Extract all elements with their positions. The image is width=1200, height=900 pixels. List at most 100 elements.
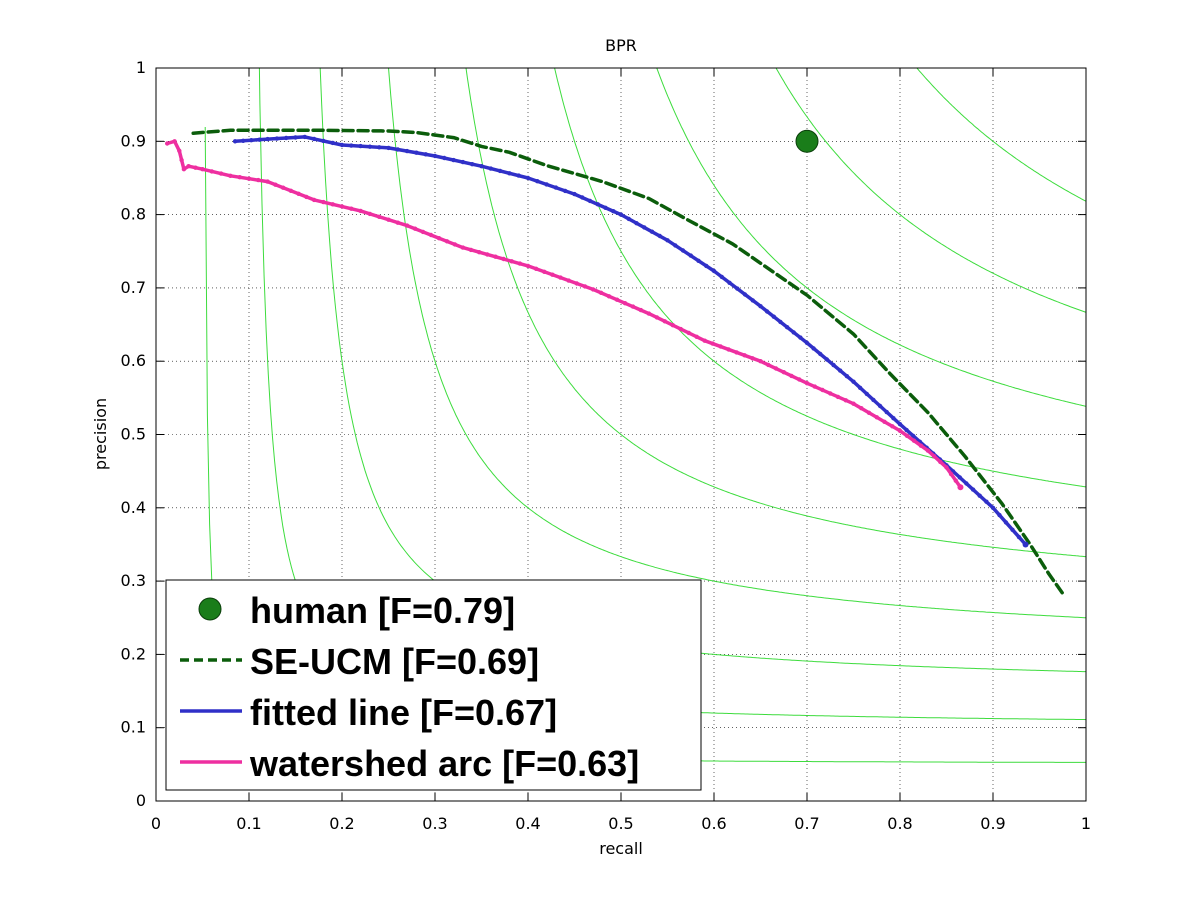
series-marker-fitted (984, 499, 989, 504)
series-marker-fitted (339, 142, 345, 148)
series-marker-watershed (904, 433, 910, 438)
x-tick-label: 0.3 (422, 814, 447, 833)
series-marker-fitted (964, 481, 969, 486)
series-marker-fitted (711, 268, 717, 274)
series-marker-watershed (179, 157, 184, 163)
iso-f-contour (656, 68, 1086, 407)
series-marker-watershed (918, 443, 924, 448)
series-marker-watershed (358, 208, 363, 214)
series-marker-watershed (386, 217, 391, 222)
y-tick-label: 0 (136, 791, 146, 810)
legend-label-human: human [F=0.79] (250, 590, 515, 631)
series-marker-fitted (696, 258, 701, 263)
series-marker-fitted (657, 233, 662, 239)
series-marker-fitted (377, 145, 382, 150)
series-marker-watershed (710, 341, 715, 346)
series-marker-fitted (784, 325, 790, 330)
legend-label-se-ucm: SE-UCM [F=0.69] (250, 641, 539, 682)
series-marker-watershed (662, 319, 667, 324)
series-marker-fitted (525, 175, 531, 181)
series-marker-watershed (165, 141, 170, 146)
series-marker-watershed (686, 330, 691, 336)
series-marker-fitted (673, 243, 678, 248)
x-tick-label: 0.1 (236, 814, 261, 833)
y-tick-label: 0.7 (121, 278, 146, 297)
series-marker-watershed (181, 167, 187, 172)
series-marker-fitted (735, 286, 740, 291)
series-marker-watershed (296, 191, 301, 196)
series-marker-watershed (304, 194, 309, 200)
series-marker-fitted (1003, 520, 1009, 525)
series-marker-fitted (488, 166, 493, 171)
series-marker-watershed (598, 290, 604, 295)
series-marker-watershed (444, 239, 450, 244)
series-marker-fitted (1016, 534, 1022, 540)
series-marker-watershed (843, 398, 848, 403)
series-marker-fitted (423, 152, 428, 157)
series-marker-fitted (990, 505, 996, 510)
legend: human [F=0.79] SE-UCM [F=0.69] fitted li… (165, 579, 702, 791)
series-marker-fitted (553, 185, 559, 190)
series-marker-watershed (177, 148, 182, 153)
series-marker-fitted (891, 416, 896, 421)
series-marker-fitted (997, 512, 1002, 518)
series-marker-watershed (606, 294, 612, 299)
series-marker-fitted (241, 138, 246, 143)
series-marker-fitted (727, 280, 732, 285)
y-tick-label: 0.4 (121, 498, 146, 517)
series-marker-fitted (544, 182, 549, 187)
x-axis-label: recall (599, 839, 643, 858)
series-marker-watershed (420, 229, 426, 235)
series-marker-fitted (274, 136, 280, 141)
series-marker-fitted (634, 221, 639, 226)
series-marker-fitted (311, 136, 317, 142)
series-marker-fitted (977, 493, 982, 498)
series-marker-watershed (925, 448, 931, 453)
series-marker-watershed (533, 266, 539, 271)
series-marker-watershed (377, 214, 382, 219)
series-marker-watershed (509, 259, 514, 264)
y-tick-label: 0.1 (121, 718, 146, 737)
series-marker-fitted (742, 292, 748, 297)
series-marker-watershed (766, 362, 771, 368)
series-marker-fitted (851, 379, 856, 384)
series-marker-fitted (884, 409, 889, 415)
series-marker-watershed (654, 315, 660, 320)
series-marker-watershed (742, 353, 747, 358)
series-marker-fitted (649, 229, 655, 234)
series-marker-fitted (414, 150, 419, 155)
series-marker-fitted (460, 159, 466, 165)
series-marker-fitted (618, 212, 624, 217)
series-marker-watershed (944, 465, 949, 470)
series-marker-fitted (764, 309, 770, 314)
series-marker-fitted (771, 314, 776, 319)
series-marker-fitted (611, 209, 616, 214)
series-marker-watershed (948, 471, 954, 477)
legend-box (165, 579, 702, 791)
series-marker-watershed (804, 381, 810, 386)
series-marker-watershed (797, 377, 802, 382)
series-marker-watershed (193, 165, 198, 170)
series-marker-fitted (349, 143, 354, 148)
series-marker-watershed (646, 311, 652, 316)
series-marker-watershed (209, 169, 214, 174)
series-marker-watershed (890, 424, 895, 429)
series-marker-fitted (864, 391, 869, 397)
iso-f-contour (916, 68, 1086, 202)
series-marker-watershed (228, 173, 233, 178)
series-marker-fitted (284, 135, 289, 141)
series-marker-watershed (758, 359, 763, 364)
series-marker-fitted (563, 188, 568, 194)
series-marker-fitted (302, 134, 307, 140)
series-marker-fitted (442, 155, 447, 161)
series-marker-fitted (750, 298, 755, 303)
series-marker-watershed (874, 415, 879, 420)
series-marker-fitted (857, 385, 863, 390)
legend-label-watershed-arc: watershed arc [F=0.63] (249, 743, 639, 784)
series-marker-fitted (249, 138, 254, 143)
series-marker-watershed (574, 281, 579, 286)
series-marker-fitted (516, 173, 521, 178)
iso-f-contour (388, 68, 1086, 619)
series-marker-watershed (789, 373, 794, 379)
series-marker-watershed (866, 410, 872, 415)
